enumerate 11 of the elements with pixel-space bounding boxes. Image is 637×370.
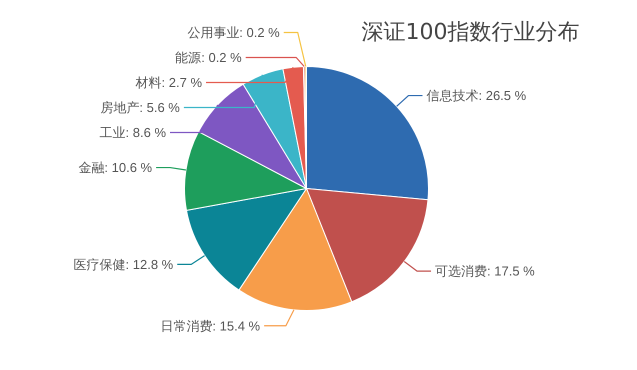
chart-title: 深证100指数行业分布 xyxy=(362,20,580,45)
slice-label: 能源: 0.2 % xyxy=(175,50,242,65)
slice-label: 房地产: 5.6 % xyxy=(100,100,180,115)
slice-label: 信息技术: 26.5 % xyxy=(426,88,527,104)
slice-label: 金融: 10.6 % xyxy=(78,160,153,176)
slice-label: 公用事业: 0.2 % xyxy=(187,25,280,40)
slice-label: 工业: 8.6 % xyxy=(100,125,166,140)
slice-label: 材料: 2.7 % xyxy=(134,75,202,90)
slice-label: 日常消费: 15.4 % xyxy=(160,318,261,334)
slice-label: 可选消费: 17.5 % xyxy=(435,264,536,279)
slice-label: 医疗保健: 12.8 % xyxy=(74,256,174,272)
